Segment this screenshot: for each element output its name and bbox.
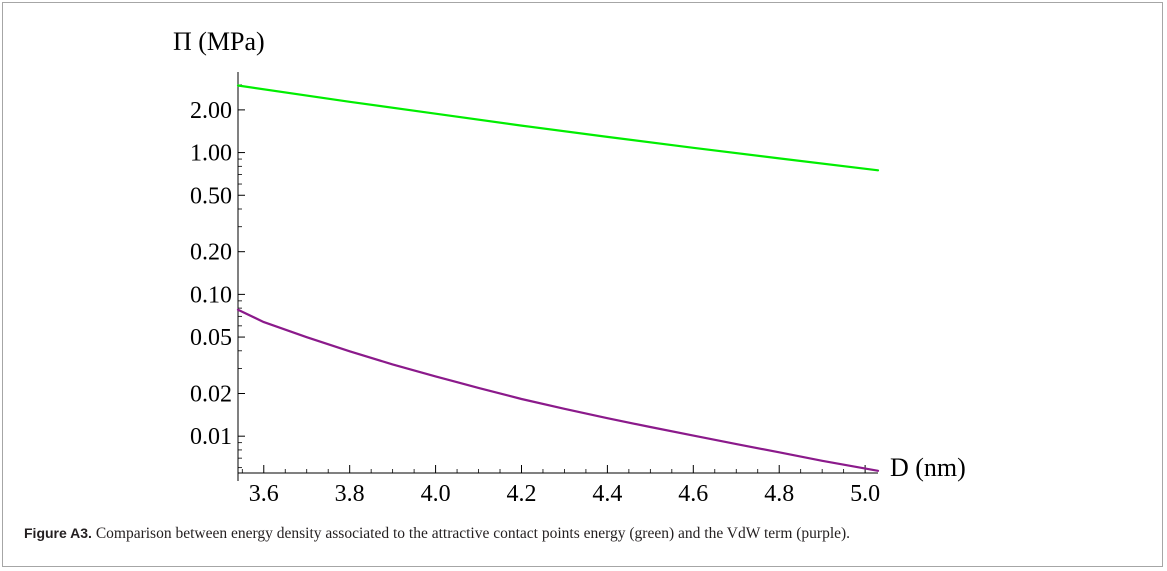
y-tick-label: 0.10 (190, 282, 232, 308)
x-tick-label: 3.8 (335, 481, 365, 507)
y-tick-label: 2.00 (190, 98, 232, 124)
x-tick-label: 4.0 (421, 481, 451, 507)
x-tick-label: 5.0 (850, 481, 880, 507)
x-axis-label: D (nm) (890, 453, 966, 482)
y-tick-label: 1.00 (190, 141, 232, 167)
y-tick-label: 0.05 (190, 325, 232, 351)
y-tick-label: 0.01 (190, 424, 232, 450)
y-axis-label: Π (MPa) (173, 27, 265, 56)
caption-text: Comparison between energy density associ… (91, 525, 851, 542)
series-line-2 (236, 308, 880, 472)
figure-caption: Figure A3. Comparison between energy den… (24, 525, 850, 543)
series-line-1 (236, 84, 880, 172)
x-tick-label: 3.6 (249, 481, 279, 507)
x-tick-label: 4.4 (592, 481, 622, 507)
series (236, 84, 880, 472)
axes (237, 72, 878, 481)
chart: 0.01 0.02 0.05 0.10 0.20 0.50 1.00 2.00 3.6 3.8 4… (173, 27, 966, 507)
x-tick-label: 4.6 (678, 481, 708, 507)
x-ticks: 3.6 3.8 4.0 4.2 4.4 4.6 4.8 5.0 (241, 465, 880, 507)
y-tick-label: 0.20 (190, 240, 232, 266)
caption-label: Figure A3. (24, 525, 92, 541)
y-ticks: 0.01 0.02 0.05 0.10 0.20 0.50 1.00 2.00 (190, 84, 245, 469)
y-tick-label: 0.02 (190, 381, 232, 407)
x-tick-label: 4.8 (764, 481, 794, 507)
y-tick-label: 0.50 (190, 183, 232, 209)
x-tick-label: 4.2 (506, 481, 536, 507)
